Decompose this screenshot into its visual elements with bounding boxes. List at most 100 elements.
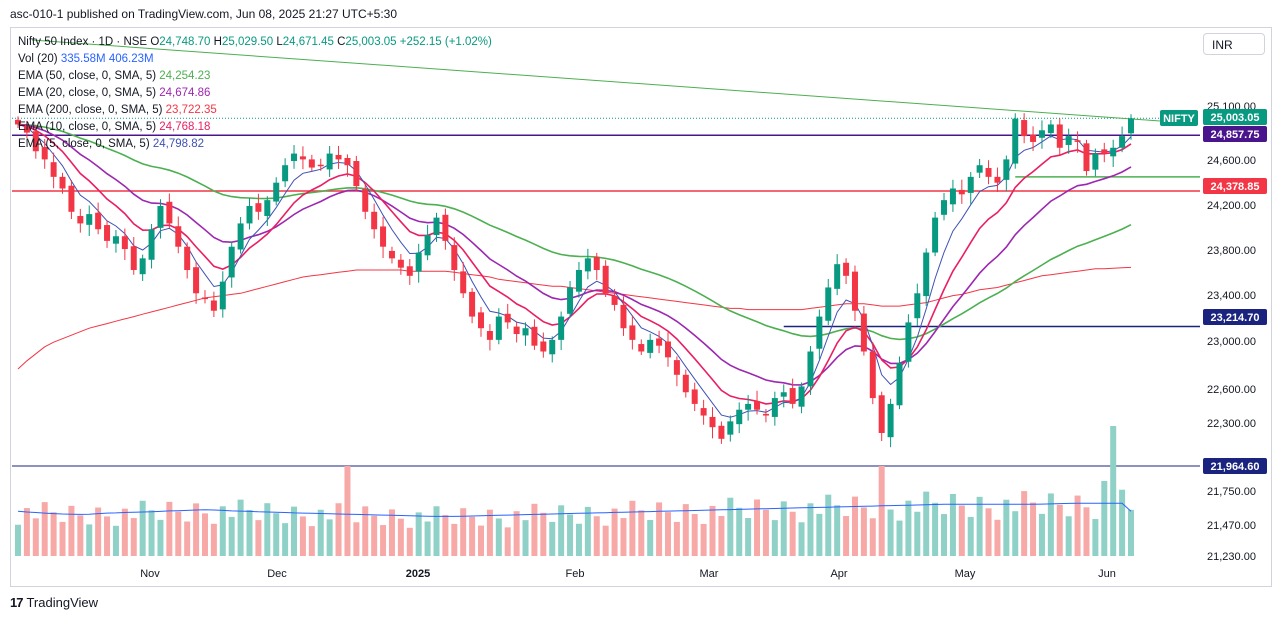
footer-brand: 17 TradingView: [10, 595, 98, 610]
volume-bar: [460, 508, 467, 556]
volume-bar: [638, 510, 645, 556]
candle-body: [949, 188, 956, 205]
candle-body: [388, 250, 395, 259]
candle-body: [513, 326, 520, 335]
candle-body: [1092, 153, 1099, 170]
volume-bar: [771, 520, 778, 556]
volume-bar: [860, 507, 867, 556]
candle-body: [905, 322, 912, 362]
volume-bar: [380, 525, 387, 556]
candle-body: [201, 297, 208, 300]
candle-body: [362, 188, 369, 212]
volume-bar: [851, 496, 858, 556]
candle-body: [495, 316, 502, 340]
volume-bar: [584, 506, 591, 556]
candle-body: [121, 236, 128, 250]
price-label: 23,214.70: [1211, 312, 1260, 324]
candle-body: [869, 351, 876, 399]
volume-bar: [531, 503, 538, 556]
volume-bar: [923, 491, 930, 556]
volume-bar: [219, 506, 226, 556]
candle-body: [629, 325, 636, 340]
volume-bar: [50, 512, 57, 556]
x-axis-tick: Feb: [566, 568, 585, 580]
candle-body: [442, 214, 449, 241]
volume-bar: [15, 524, 21, 556]
volume-bar: [415, 512, 422, 556]
candle-body: [1021, 120, 1028, 137]
candle-body: [469, 291, 476, 317]
candle-body: [762, 413, 769, 416]
price-label-bg: [1203, 178, 1267, 194]
volume-bar: [682, 504, 689, 556]
legend-ema5-row[interactable]: EMA (5, close, 0, SMA, 5) 24,798.82: [18, 136, 492, 153]
candle-body: [522, 328, 529, 336]
volume-bar: [424, 521, 431, 556]
candle-body: [718, 425, 725, 439]
candle-body: [184, 246, 191, 270]
legend-ema200-row[interactable]: EMA (200, close, 0, SMA, 5) 23,722.35: [18, 102, 492, 119]
candle-body: [148, 229, 155, 260]
legend-ema50-row[interactable]: EMA (50, close, 0, SMA, 5) 24,254.23: [18, 68, 492, 85]
legend-ema20-value: 24,674.86: [159, 87, 211, 99]
candle-body: [15, 119, 21, 125]
candle-body: [923, 252, 930, 297]
candle-body: [682, 374, 689, 393]
volume-bar: [228, 516, 235, 556]
volume-bar: [193, 503, 200, 556]
chart-legend: Nifty 50 Index · 1D · NSE O24,748.70 H25…: [18, 34, 492, 153]
volume-bar: [255, 520, 262, 556]
volume-bar: [656, 502, 663, 556]
volume-bar: [941, 514, 948, 556]
legend-volume-row[interactable]: Vol (20) 335.58M 406.23M: [18, 51, 492, 68]
volume-bar: [282, 523, 289, 556]
volume-bar: [540, 512, 547, 556]
candle-body: [673, 360, 680, 375]
candle-body: [1119, 136, 1126, 148]
volume-bar: [647, 519, 654, 556]
price-label-bg: [1203, 109, 1267, 125]
candle-body: [478, 312, 485, 329]
volume-bar: [691, 514, 698, 556]
candle-body: [371, 211, 378, 230]
candle-body: [860, 313, 867, 352]
legend-ema200-label: EMA (200, close, 0, SMA, 5): [18, 104, 163, 116]
volume-bar: [602, 525, 609, 556]
volume-bar: [201, 513, 208, 556]
volume-bar: [184, 521, 191, 556]
volume-bar: [95, 507, 102, 556]
candle-body: [1083, 143, 1090, 172]
volume-bar: [593, 516, 600, 556]
volume-bar: [442, 515, 449, 556]
volume-bar: [291, 506, 298, 556]
volume-bar: [664, 512, 671, 556]
legend-low: 24,671.45: [282, 36, 334, 48]
candle-body: [139, 258, 146, 275]
price-label: 21,964.60: [1211, 461, 1260, 473]
legend-symbol[interactable]: Nifty 50 Index · 1D · NSE: [18, 36, 148, 48]
legend-ema20-row[interactable]: EMA (20, close, 0, SMA, 5) 24,674.86: [18, 85, 492, 102]
volume-bar: [1021, 491, 1028, 556]
legend-close: 25,003.05: [345, 36, 397, 48]
candle-body: [558, 316, 565, 340]
volume-bar: [326, 519, 333, 556]
candle-body: [157, 205, 164, 228]
volume-bar: [789, 511, 796, 556]
legend-ema10-row[interactable]: EMA (10, close, 0, SMA, 5) 24,768.18: [18, 119, 492, 136]
candle-body: [727, 421, 734, 435]
volume-bar: [210, 523, 217, 556]
volume-bar: [495, 518, 502, 556]
candle-body: [851, 271, 858, 311]
currency-selector[interactable]: INR: [1203, 33, 1265, 55]
candle-body: [166, 201, 173, 224]
ema20-line: [17, 123, 1132, 386]
volume-bar: [878, 466, 885, 556]
volume-bar: [718, 515, 725, 556]
candle-body: [486, 331, 493, 340]
volume-bar: [237, 499, 244, 556]
candle-body: [709, 416, 716, 428]
candle-body: [59, 176, 66, 189]
legend-high: 25,029.50: [221, 36, 274, 48]
legend-ohlc-row: Nifty 50 Index · 1D · NSE O24,748.70 H25…: [18, 34, 492, 51]
